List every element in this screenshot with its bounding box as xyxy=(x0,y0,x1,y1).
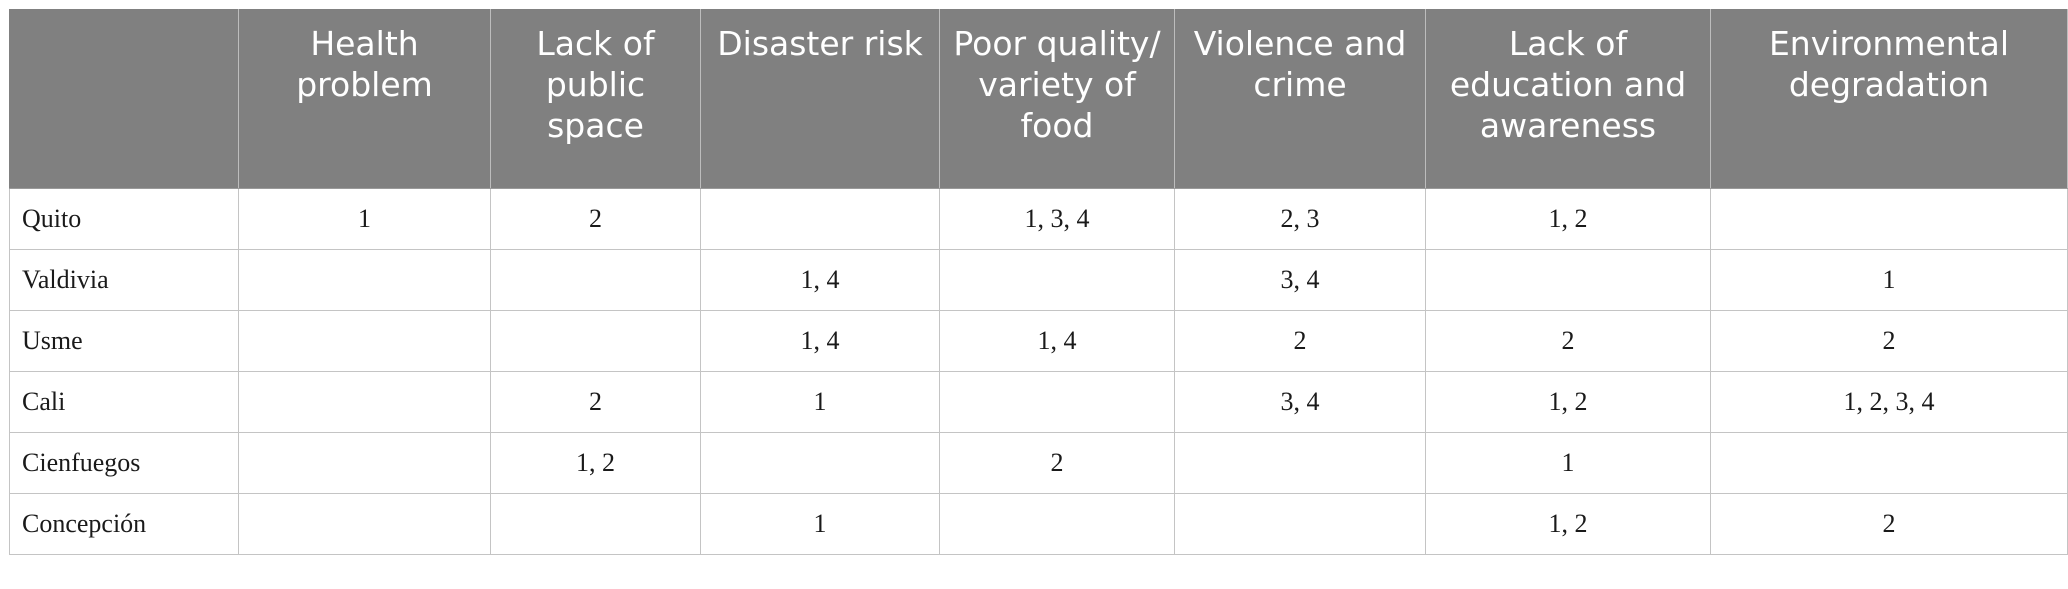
table-cell: 1 xyxy=(1710,249,2068,311)
table-header: Health problem Lack of public space Disa… xyxy=(9,9,2068,189)
header-row: Health problem Lack of public space Disa… xyxy=(9,9,2068,189)
table-cell xyxy=(238,432,491,494)
table-cell xyxy=(939,371,1175,433)
header-cell-environmental-degradation: Environmental degradation xyxy=(1710,9,2068,189)
table-cell: 2, 3 xyxy=(1174,188,1426,250)
header-cell-disaster-risk: Disaster risk xyxy=(700,9,940,189)
table-cell: 1, 4 xyxy=(700,249,940,311)
table-cell xyxy=(1174,432,1426,494)
table-cell: 2 xyxy=(1710,310,2068,372)
table-cell: 1, 2 xyxy=(490,432,701,494)
row-label-city: Valdivia xyxy=(9,249,239,311)
row-label-city: Cienfuegos xyxy=(9,432,239,494)
table-cell xyxy=(939,249,1175,311)
table-cell: 1 xyxy=(1425,432,1711,494)
table-cell xyxy=(700,432,940,494)
table-cell xyxy=(490,493,701,555)
header-cell-health-problem: Health problem xyxy=(238,9,491,189)
table-cell: 3, 4 xyxy=(1174,371,1426,433)
issues-table: Health problem Lack of public space Disa… xyxy=(9,9,2068,555)
table-cell: 1 xyxy=(700,371,940,433)
table-cell: 2 xyxy=(1425,310,1711,372)
table-row: Quito 1 2 1, 3, 4 2, 3 1, 2 xyxy=(9,188,2068,250)
table-cell: 2 xyxy=(939,432,1175,494)
table-cell xyxy=(1425,249,1711,311)
table-cell: 1, 2 xyxy=(1425,371,1711,433)
table-cell: 1 xyxy=(700,493,940,555)
row-label-city: Usme xyxy=(9,310,239,372)
table-cell: 3, 4 xyxy=(1174,249,1426,311)
table-cell: 1, 2 xyxy=(1425,493,1711,555)
table-cell: 2 xyxy=(490,371,701,433)
table-container: Health problem Lack of public space Disa… xyxy=(9,9,2068,555)
table-cell xyxy=(1174,493,1426,555)
table-row: Valdivia 1, 4 3, 4 1 xyxy=(9,249,2068,311)
table-cell: 1, 4 xyxy=(939,310,1175,372)
table-cell: 1, 4 xyxy=(700,310,940,372)
table-cell: 2 xyxy=(490,188,701,250)
table-cell: 1, 3, 4 xyxy=(939,188,1175,250)
table-row: Cienfuegos 1, 2 2 1 xyxy=(9,432,2068,494)
header-cell-violence-and-crime: Violence and crime xyxy=(1174,9,1426,189)
table-cell xyxy=(1710,188,2068,250)
table-cell xyxy=(490,310,701,372)
table-row: Concepción 1 1, 2 2 xyxy=(9,493,2068,555)
table-cell: 1, 2, 3, 4 xyxy=(1710,371,2068,433)
row-label-city: Cali xyxy=(9,371,239,433)
table-cell xyxy=(238,310,491,372)
table-cell xyxy=(700,188,940,250)
table-cell xyxy=(238,249,491,311)
table-cell xyxy=(490,249,701,311)
table-cell xyxy=(1710,432,2068,494)
table-row: Cali 2 1 3, 4 1, 2 1, 2, 3, 4 xyxy=(9,371,2068,433)
header-cell-corner xyxy=(9,9,239,189)
row-label-city: Concepción xyxy=(9,493,239,555)
table-cell: 1 xyxy=(238,188,491,250)
header-cell-lack-of-education: Lack of education and awareness xyxy=(1425,9,1711,189)
table-cell: 2 xyxy=(1174,310,1426,372)
header-cell-poor-quality-food: Poor quality/ variety of food xyxy=(939,9,1175,189)
row-label-city: Quito xyxy=(9,188,239,250)
table-cell xyxy=(939,493,1175,555)
table-cell: 1, 2 xyxy=(1425,188,1711,250)
table-body: Quito 1 2 1, 3, 4 2, 3 1, 2 Valdivia 1, … xyxy=(9,188,2068,555)
table-cell: 2 xyxy=(1710,493,2068,555)
table-row: Usme 1, 4 1, 4 2 2 2 xyxy=(9,310,2068,372)
table-cell xyxy=(238,371,491,433)
table-cell xyxy=(238,493,491,555)
header-cell-lack-of-public-space: Lack of public space xyxy=(490,9,701,189)
